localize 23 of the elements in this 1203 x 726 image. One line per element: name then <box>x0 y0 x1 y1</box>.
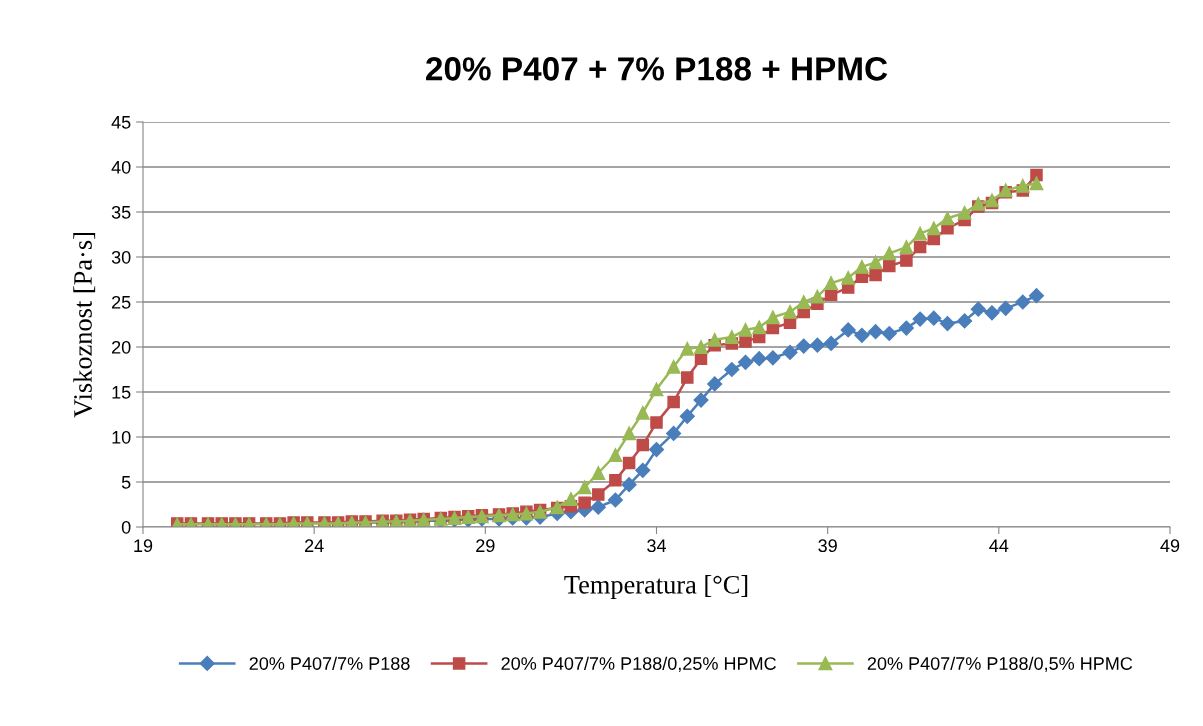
y-tick-label: 0 <box>121 520 131 534</box>
x-axis-title: Temperatura [°C] <box>564 575 748 600</box>
chart-title: 20% P407 + 7% P188 + HPMC <box>426 57 888 81</box>
x-tick-label: 24 <box>305 539 324 552</box>
x-tick-label: 39 <box>818 539 837 553</box>
y-tick-label: 45 <box>111 116 131 129</box>
legend-label: 20% P407/7% P188/0,25% HPMC <box>501 656 776 673</box>
x-tick-label: 19 <box>134 539 153 553</box>
y-tick-label: 30 <box>111 250 131 264</box>
legend-label: 20% P407/7% P188 <box>249 656 410 670</box>
y-tick-label: 5 <box>121 476 131 489</box>
x-tick-label: 44 <box>989 539 1009 552</box>
y-axis-title: Viskoznost [Pa·s] <box>73 233 96 418</box>
x-tick-label: 34 <box>647 539 667 553</box>
y-tick-label: 40 <box>111 160 131 174</box>
legend-label: 20% P407/7% P188/0,5% HPMC <box>867 656 1133 673</box>
x-tick-label: 49 <box>1160 539 1180 553</box>
y-tick-label: 35 <box>111 205 131 219</box>
y-tick-label: 20 <box>112 340 131 354</box>
y-tick-label: 10 <box>112 430 131 444</box>
y-tick-label: 15 <box>112 386 131 399</box>
y-tick-label: 25 <box>112 295 131 309</box>
x-tick-label: 29 <box>476 539 495 553</box>
